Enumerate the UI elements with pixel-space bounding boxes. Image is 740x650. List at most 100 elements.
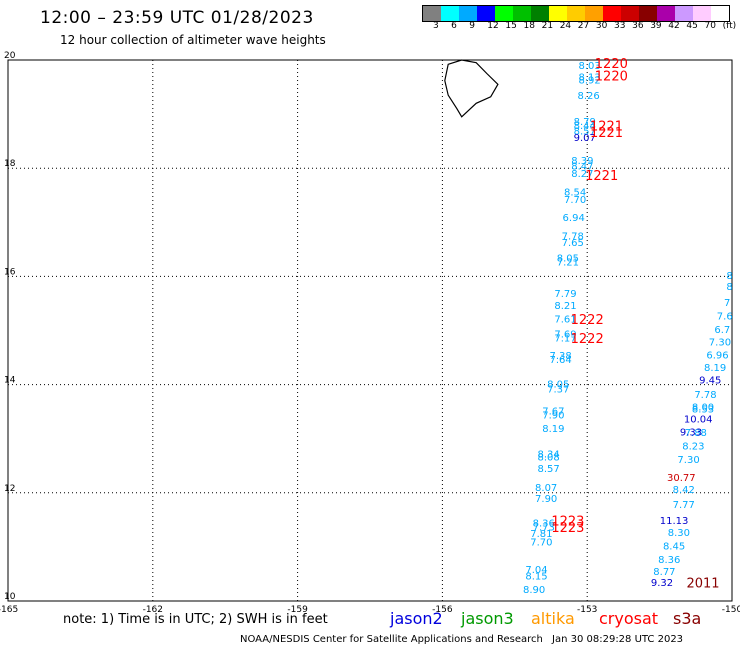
wave-height-value: 8.07 bbox=[535, 483, 557, 494]
wave-height-value: 8.23 bbox=[682, 442, 704, 453]
legend-label: 21 bbox=[541, 21, 554, 31]
wave-height-value: 8.26 bbox=[578, 91, 600, 102]
satellite-legend-altika: altika bbox=[531, 609, 575, 628]
wave-height-value: 7.69 bbox=[554, 330, 576, 341]
wave-height-value: 7.04 bbox=[525, 565, 547, 576]
legend-swatch bbox=[441, 6, 459, 21]
wave-height-value: 7.79 bbox=[554, 289, 576, 300]
wave-height-value: 9.33 bbox=[680, 427, 702, 438]
wave-height-value: 8.53 bbox=[692, 405, 714, 416]
pass-time-label: 1221 bbox=[590, 119, 623, 134]
wave-height-value: 30.77 bbox=[667, 473, 696, 484]
wave-height-value: 7.70 bbox=[564, 195, 586, 206]
wave-height-value: 8.27 bbox=[571, 169, 593, 180]
legend-swatch bbox=[639, 6, 657, 21]
wave-height-value: 8.34 bbox=[537, 450, 559, 461]
wave-height-value: 7.90 bbox=[542, 411, 564, 422]
legend-swatch bbox=[477, 6, 495, 21]
wave-height-value: 6.7 bbox=[714, 325, 730, 336]
wave-height-value: 7.81 bbox=[530, 529, 552, 540]
wave-height-value: 8.90 bbox=[523, 585, 545, 596]
wave-height-value: 9.32 bbox=[651, 578, 673, 589]
legend-label: 18 bbox=[523, 21, 535, 31]
legend-swatch bbox=[549, 6, 567, 21]
legend-label: 42 bbox=[668, 21, 680, 31]
island-outline bbox=[444, 59, 499, 118]
legend-swatch bbox=[495, 6, 513, 21]
legend-label: (ft) bbox=[722, 21, 737, 31]
y-tick-label: 10 bbox=[4, 592, 16, 602]
wave-height-value: 6.94 bbox=[563, 213, 585, 224]
wave-height-value: 8.05 bbox=[557, 253, 579, 264]
wave-height-value: 7.77 bbox=[673, 500, 695, 511]
pass-time-label: 1220 bbox=[595, 70, 628, 85]
wave-height-value: 8.44 bbox=[574, 121, 596, 132]
wave-height-value: 7.30 bbox=[709, 338, 731, 349]
wave-height-value: 7.65 bbox=[562, 238, 584, 249]
wave-height-value: 8.19 bbox=[704, 363, 726, 374]
legend-label: 27 bbox=[577, 21, 590, 31]
wave-height-value: 7.78 bbox=[694, 390, 716, 401]
wave-height-value: 8.39 bbox=[571, 156, 593, 167]
wave-height-value: 7.70 bbox=[530, 537, 552, 548]
legend-label: 30 bbox=[595, 21, 608, 31]
pass-time-label: 1221 bbox=[590, 126, 623, 141]
y-tick-label: 20 bbox=[4, 51, 16, 61]
wave-height-value: 8.15 bbox=[525, 571, 547, 582]
pass-time-label: 1223 bbox=[551, 521, 584, 536]
legend-swatch bbox=[675, 6, 693, 21]
wave-height-value: 8.03 bbox=[578, 61, 600, 72]
wave-height-value: 7.6 bbox=[717, 312, 733, 323]
wave-height-value: 7.78 bbox=[562, 232, 584, 243]
x-tick-label: -159 bbox=[287, 605, 308, 615]
wave-height-value: 8 bbox=[726, 271, 732, 282]
wave-height-value: 8.08 bbox=[537, 452, 559, 463]
wave-height-value: 10.04 bbox=[684, 414, 713, 425]
wave-height-value: 7.30 bbox=[677, 455, 699, 466]
wave-height-value: 8.45 bbox=[663, 542, 685, 553]
wave-height-value: 8.13 bbox=[578, 73, 600, 84]
legend-label: 33 bbox=[614, 21, 626, 31]
wave-height-value: 8.42 bbox=[673, 485, 695, 496]
wave-height-value: 8.54 bbox=[564, 187, 586, 198]
wave-height-value: 7.90 bbox=[535, 494, 557, 505]
wave-height-value: 8.36 bbox=[533, 518, 555, 529]
generated-timestamp: Jan 30 08:29:28 UTC 2023 bbox=[552, 634, 684, 645]
legend-label: 70 bbox=[704, 21, 716, 31]
wave-height-value: 8.19 bbox=[542, 424, 564, 435]
legend-label: 45 bbox=[686, 21, 698, 31]
legend-label: 24 bbox=[559, 21, 572, 31]
wave-height-value: 7.73 bbox=[533, 523, 555, 534]
pass-time-label: 1222 bbox=[571, 332, 604, 347]
y-tick-label: 14 bbox=[4, 376, 16, 386]
satellite-legend-jason3: jason3 bbox=[461, 609, 514, 628]
wave-height-value: 6.96 bbox=[706, 351, 728, 362]
wave-height-value: 8.47 bbox=[571, 161, 593, 172]
wave-height-value: 11.13 bbox=[660, 516, 689, 527]
wave-height-value: 8.00 bbox=[692, 403, 714, 414]
legend-swatch bbox=[567, 6, 585, 21]
pass-time-label: 1220 bbox=[595, 57, 628, 72]
legend-label: 39 bbox=[650, 21, 662, 31]
pass-time-label: 1221 bbox=[585, 169, 618, 184]
wave-height-value: 7.38 bbox=[550, 351, 572, 362]
wave-height-value: 8 bbox=[726, 282, 732, 293]
wave-height-value: 8.30 bbox=[668, 528, 690, 539]
satellite-legend-s3a: s3a bbox=[673, 609, 702, 628]
wave-height-value: 7.21 bbox=[557, 258, 579, 269]
legend-swatch bbox=[603, 6, 621, 21]
legend-swatch bbox=[621, 6, 639, 21]
legend-label: 36 bbox=[632, 21, 644, 31]
wave-height-value: 8.77 bbox=[653, 567, 675, 578]
x-tick-label: -153 bbox=[577, 605, 597, 615]
legend-label: 3 bbox=[433, 21, 439, 31]
legend-swatch bbox=[585, 6, 603, 21]
pass-time-label: 2011 bbox=[686, 576, 719, 591]
wave-height-value: 7.61 bbox=[554, 314, 576, 325]
wave-height-value: 8.36 bbox=[658, 555, 680, 566]
y-tick-label: 18 bbox=[4, 159, 16, 169]
map-frame bbox=[7, 59, 733, 602]
map-subtitle: 12 hour collection of altimeter wave hei… bbox=[60, 33, 326, 47]
color-scale-legend bbox=[422, 5, 730, 22]
